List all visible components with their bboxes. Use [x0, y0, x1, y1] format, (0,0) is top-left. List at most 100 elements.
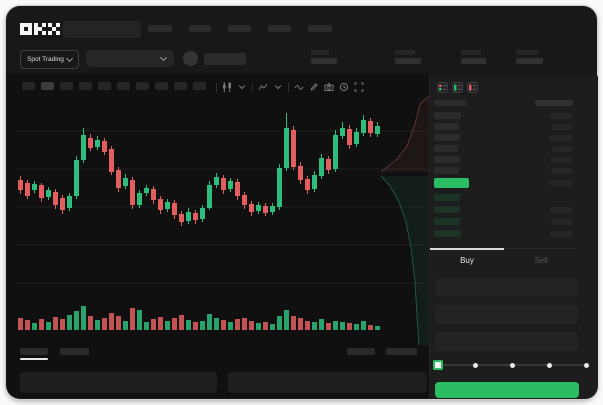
- amount-placeholder: [550, 230, 573, 237]
- ask-row[interactable]: [434, 156, 573, 163]
- bottom-tab-active[interactable]: [20, 348, 48, 355]
- stat-value-placeholder: [395, 58, 421, 64]
- toolbar-divider: [216, 82, 217, 92]
- ticker-stat: [516, 50, 543, 64]
- candle-type-icon[interactable]: [222, 82, 232, 92]
- amount-slider[interactable]: [433, 359, 589, 370]
- line-style-icon[interactable]: [294, 82, 304, 92]
- market-type-selector[interactable]: Spot Trading: [20, 50, 79, 69]
- indicators-icon[interactable]: [258, 82, 268, 92]
- orderbook-header: [434, 100, 573, 106]
- ask-row[interactable]: [434, 167, 573, 174]
- timeframe-button[interactable]: [79, 82, 92, 90]
- bottom-right-controls: [347, 348, 417, 355]
- amount-column-header: [535, 100, 573, 106]
- stat-label-placeholder: [461, 50, 481, 55]
- ticker-stat: [395, 50, 421, 64]
- book-bids-icon[interactable]: [452, 82, 463, 93]
- total-input[interactable]: [435, 332, 578, 351]
- tab-buy[interactable]: Buy: [430, 249, 504, 271]
- stat-label-placeholder: [516, 50, 538, 55]
- bottom-control[interactable]: [386, 348, 417, 355]
- draw-icon[interactable]: [309, 82, 319, 92]
- timeframe-button[interactable]: [136, 82, 149, 90]
- book-asks-icon[interactable]: [467, 82, 478, 93]
- stat-value-placeholder: [461, 58, 486, 64]
- toolbar-divider: [252, 82, 253, 92]
- chart-tools: [216, 82, 364, 92]
- okx-logo[interactable]: [20, 23, 60, 35]
- chevron-down-icon[interactable]: [273, 82, 283, 92]
- ticker-stat: [461, 50, 486, 64]
- orderbook-trade-panel: Buy Sell: [429, 76, 598, 399]
- price-placeholder: [434, 145, 458, 152]
- slider-stop[interactable]: [546, 362, 552, 368]
- bid-row[interactable]: [434, 218, 573, 225]
- ticker-stat: [311, 50, 337, 64]
- nav-item[interactable]: [308, 25, 332, 32]
- ask-row[interactable]: [434, 134, 573, 141]
- bottom-panel-right: [228, 372, 427, 393]
- nav-item[interactable]: [148, 25, 172, 32]
- pair-name-placeholder: [204, 53, 246, 65]
- nav-item[interactable]: [189, 25, 211, 32]
- slider-stop[interactable]: [583, 362, 589, 368]
- camera-icon[interactable]: [324, 82, 334, 92]
- slider-stop[interactable]: [509, 362, 515, 368]
- timeframe-button[interactable]: [98, 82, 111, 90]
- pair-selector-dropdown[interactable]: [86, 50, 174, 67]
- price-placeholder: [434, 167, 459, 174]
- timeframe-button[interactable]: [193, 82, 206, 90]
- orderbook-rows: [434, 112, 573, 242]
- slider-handle[interactable]: [433, 359, 443, 370]
- bid-row[interactable]: [434, 206, 573, 213]
- orderbook-mode-switcher: [437, 82, 478, 93]
- amount-placeholder: [549, 134, 573, 141]
- sell-tab-label: Sell: [534, 255, 548, 265]
- amount-placeholder: [550, 206, 573, 213]
- ask-row[interactable]: [434, 123, 573, 130]
- coin-icon: [183, 51, 198, 66]
- amount-placeholder: [551, 167, 573, 174]
- timeframe-button[interactable]: [22, 82, 35, 90]
- timeframe-button[interactable]: [41, 82, 54, 90]
- chart-area-background: [7, 74, 429, 398]
- stat-value-placeholder: [516, 58, 543, 64]
- nav-item[interactable]: [268, 25, 291, 32]
- timeframe-button[interactable]: [155, 82, 168, 90]
- last-price-row: [434, 178, 573, 188]
- price-placeholder: [434, 218, 460, 225]
- chevron-down-icon[interactable]: [237, 82, 247, 92]
- slider-stop[interactable]: [472, 362, 478, 368]
- timeframe-button[interactable]: [174, 82, 187, 90]
- history-icon[interactable]: [339, 82, 349, 92]
- price-input[interactable]: [435, 278, 578, 297]
- bottom-control[interactable]: [347, 348, 375, 355]
- timeframe-button[interactable]: [60, 82, 73, 90]
- price-column-header: [434, 100, 467, 106]
- amount-placeholder: [552, 145, 573, 152]
- last-price-badge: [434, 178, 469, 188]
- book-all-icon[interactable]: [437, 82, 448, 93]
- amount-placeholder: [551, 218, 573, 225]
- trade-side-tabs: Buy Sell: [430, 248, 578, 271]
- tab-sell[interactable]: Sell: [504, 249, 578, 271]
- ask-row[interactable]: [434, 145, 573, 152]
- price-placeholder: [434, 134, 460, 141]
- timeframe-button[interactable]: [117, 82, 130, 90]
- nav-item[interactable]: [228, 25, 251, 32]
- price-placeholder: [434, 112, 461, 119]
- ticker-stats: [311, 50, 543, 64]
- bid-row[interactable]: [434, 194, 573, 201]
- ask-row[interactable]: [434, 112, 573, 119]
- amount-input[interactable]: [435, 305, 578, 324]
- bottom-tab[interactable]: [60, 348, 89, 355]
- market-type-label: Spot Trading: [27, 56, 64, 63]
- price-placeholder: [434, 194, 460, 201]
- fullscreen-icon[interactable]: [354, 82, 364, 92]
- bid-row[interactable]: [434, 230, 573, 237]
- buy-submit-button[interactable]: [435, 382, 579, 398]
- search-input[interactable]: [63, 21, 141, 38]
- price-placeholder: [434, 156, 460, 163]
